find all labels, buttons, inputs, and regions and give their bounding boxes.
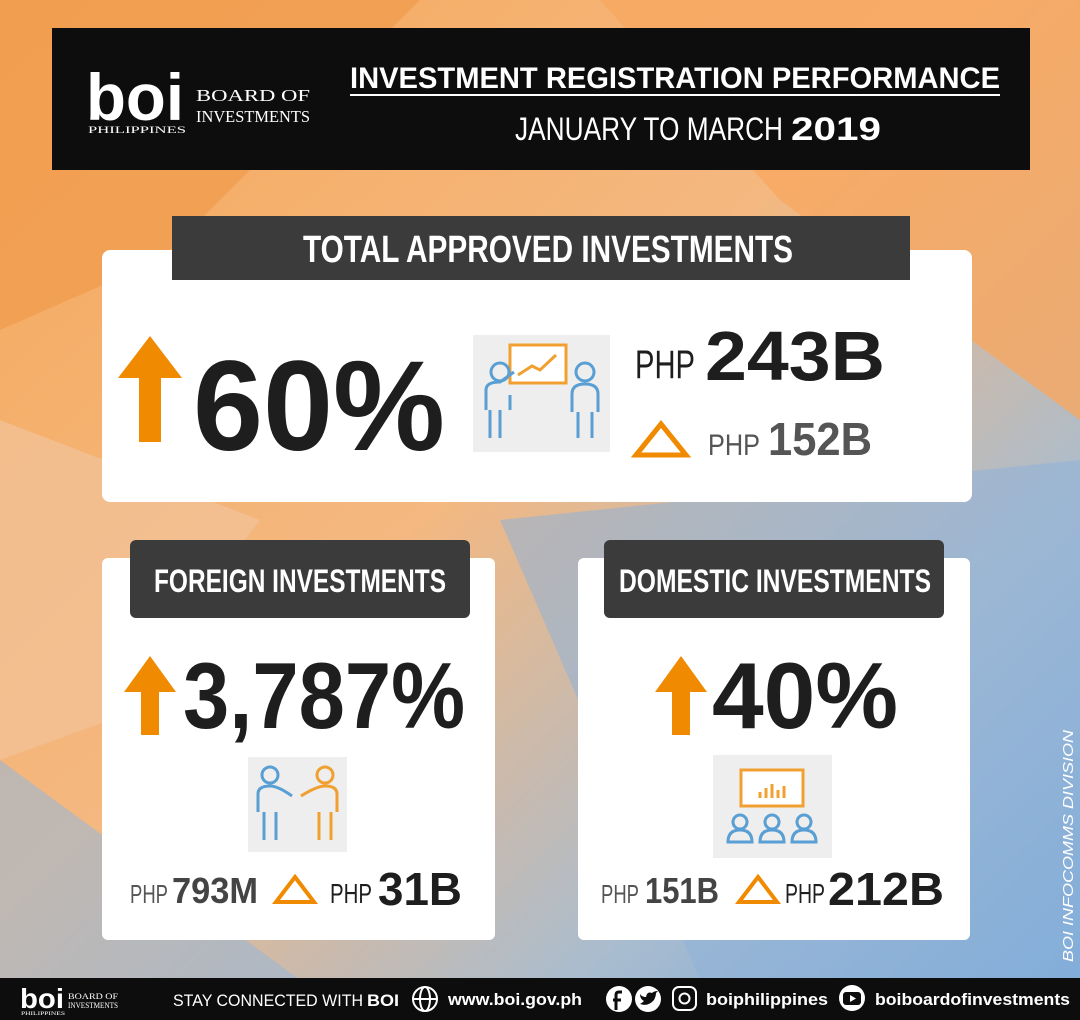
twitter-icon xyxy=(635,986,661,1012)
header-year: 2019 xyxy=(791,111,881,147)
logo-mark: boi xyxy=(20,983,64,1014)
up-arrow xyxy=(655,656,707,735)
globe-icon xyxy=(412,986,438,1012)
currency: PHP xyxy=(130,879,168,909)
domestic-tab xyxy=(604,540,944,618)
facebook-icon xyxy=(606,986,632,1012)
currency: PHP xyxy=(708,429,760,462)
total-tab xyxy=(172,216,910,280)
header-title: INVESTMENT REGISTRATION PERFORMANCE xyxy=(350,62,1000,95)
audience-icon xyxy=(713,755,832,858)
foreign-tab xyxy=(130,540,470,618)
foreign-label: FOREIGN INVESTMENTS xyxy=(154,563,446,599)
delta-icon xyxy=(630,420,692,458)
header-period: JANUARY TO MARCH xyxy=(515,111,783,147)
foreign-card xyxy=(102,558,495,940)
logo-line: INVESTMENTS xyxy=(68,1001,118,1010)
currency: PHP xyxy=(785,878,825,909)
credit: BOI INFOCOMMS DIVISION xyxy=(1060,730,1077,962)
header-bar xyxy=(52,28,1030,170)
domestic-growth: 40% xyxy=(712,643,898,748)
footer-instagram: boiphilippines xyxy=(706,990,828,1009)
instagram-icon xyxy=(672,986,697,1011)
currency: PHP xyxy=(330,878,372,909)
logo-mark: boi xyxy=(86,60,184,134)
footer-website: www.boi.gov.ph xyxy=(447,990,582,1009)
up-arrow xyxy=(118,336,182,442)
logo: boi BOARD OF INVESTMENTS PHILIPPINES xyxy=(86,60,310,135)
youtube-icon xyxy=(839,985,865,1011)
delta-icon xyxy=(734,873,782,904)
domestic-label: DOMESTIC INVESTMENTS xyxy=(619,563,931,599)
total-current: 243B xyxy=(705,317,885,395)
domestic-current: 212B xyxy=(828,863,944,915)
currency: PHP xyxy=(601,879,639,909)
footer-youtube: boiboardofinvestments xyxy=(875,990,1070,1009)
logo-line: BOARD OF xyxy=(196,86,310,105)
total-previous: 152B xyxy=(768,413,872,465)
total-growth: 60% xyxy=(193,335,445,478)
footer-logo: boi BOARD OF INVESTMENTS PHILIPPINES xyxy=(20,983,119,1017)
currency: PHP xyxy=(635,343,695,387)
domestic-previous: 151B xyxy=(645,870,719,911)
total-label: TOTAL APPROVED INVESTMENTS xyxy=(303,229,793,271)
foreign-current: 31B xyxy=(378,863,462,915)
presentation-icon xyxy=(473,335,610,452)
logo-country: PHILIPPINES xyxy=(21,1012,65,1017)
up-arrow xyxy=(124,656,176,735)
foreign-previous: 793M xyxy=(172,870,258,911)
footer-bar xyxy=(0,978,1080,1020)
footer-brand: BOI xyxy=(367,991,399,1010)
foreign-growth: 3,787% xyxy=(183,643,465,748)
footer-stay: STAY CONNECTED WITH xyxy=(173,991,363,1010)
logo-line: BOARD OF xyxy=(68,992,119,1001)
domestic-card xyxy=(578,558,970,940)
logo-country: PHILIPPINES xyxy=(88,125,186,135)
delta-icon xyxy=(271,873,319,904)
logo-line: INVESTMENTS xyxy=(196,107,310,126)
handshake-icon xyxy=(248,757,347,852)
